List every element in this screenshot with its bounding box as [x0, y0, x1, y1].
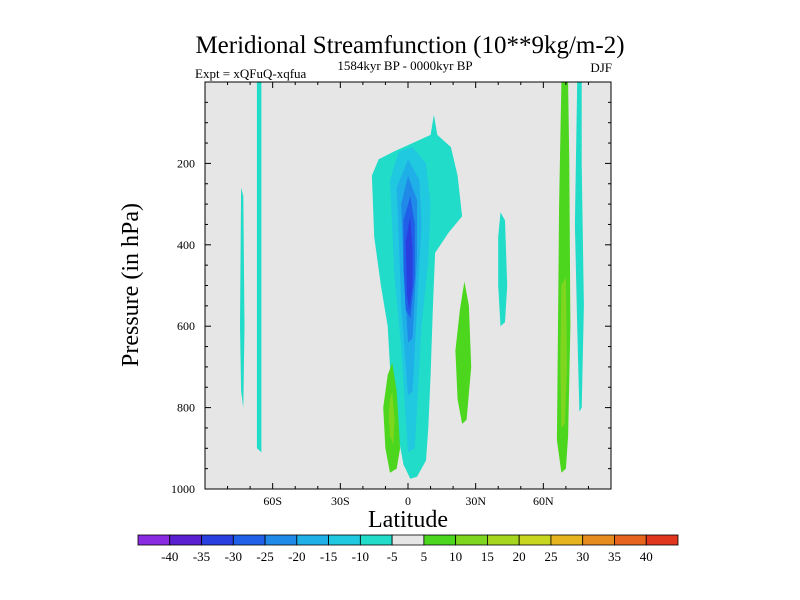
contour-region-13 [556, 82, 571, 473]
colorbar-box [614, 534, 647, 546]
colorbar-label: 15 [481, 549, 494, 564]
colorbar-box [518, 534, 552, 546]
contour-region-1 [240, 187, 245, 408]
colorbar-box [264, 534, 298, 546]
y-tick-label: 800 [177, 401, 195, 415]
contour-region-14 [560, 277, 567, 428]
colorbar-label: -5 [387, 549, 398, 564]
colorbar: -40 -35 -30 -25 -20 -15 -10 -5 5 10 15 20 25 30 35 40 [137, 534, 679, 564]
colorbar-label: -35 [193, 549, 210, 564]
colorbar-label: -10 [352, 549, 369, 564]
contour-region-8 [498, 212, 508, 327]
x-tick-label: 30S [331, 494, 350, 508]
colorbar-box [232, 534, 266, 546]
colorbar-label: 10 [449, 549, 462, 564]
contour-region-7 [405, 216, 413, 310]
x-tick-label: 30N [465, 494, 486, 508]
colorbar-box [201, 534, 234, 546]
colorbar-label: -25 [256, 549, 273, 564]
x-tick-label: 60S [263, 494, 282, 508]
y-axis: 200 400 600 800 1000 [171, 101, 611, 496]
colorbar-label: 30 [576, 549, 589, 564]
colorbar-box [487, 534, 520, 546]
colorbar-label: -40 [161, 549, 178, 564]
colorbar-box [391, 534, 425, 546]
colorbar-box [137, 534, 171, 546]
y-tick-label: 1000 [171, 482, 195, 496]
colorbar-box [423, 534, 457, 546]
y-tick-label: 400 [177, 238, 195, 252]
y-tick-label: 600 [177, 319, 195, 333]
x-tick-label: 60N [533, 494, 554, 508]
colorbar-box [582, 534, 615, 546]
chart-title: Meridional Streamfunction (10**9kg/m-2) [195, 32, 624, 59]
contour-region-9 [574, 82, 584, 412]
colorbar-box [359, 534, 393, 546]
experiment-label: Expt = xQFuQ-xqfua [195, 66, 307, 81]
colorbar-box [645, 534, 679, 546]
contour-regions [240, 82, 584, 479]
colorbar-label: 35 [608, 549, 621, 564]
colorbar-box [169, 534, 202, 546]
y-axis-label: Pressure (in hPa) [118, 203, 144, 367]
x-axis-label: Latitude [368, 507, 448, 533]
colorbar-label: -20 [288, 549, 305, 564]
colorbar-label: -30 [225, 549, 242, 564]
colorbar-label: 25 [544, 549, 557, 564]
colorbar-box [455, 534, 488, 546]
contour-region-12 [455, 281, 472, 424]
y-tick-label: 200 [177, 156, 195, 170]
contour-region-0 [256, 82, 262, 453]
colorbar-label: 5 [421, 549, 428, 564]
colorbar-label: 40 [640, 549, 653, 564]
colorbar-box [550, 534, 584, 546]
x-axis: 60S 30S 0 30N 60N [227, 82, 589, 508]
colorbar-label: 20 [513, 549, 526, 564]
season-label: DJF [590, 60, 612, 75]
x-tick-label: 0 [405, 494, 411, 508]
colorbar-box [296, 534, 329, 546]
colorbar-box [328, 534, 361, 546]
time-range-label: 1584kyr BP - 0000kyr BP [337, 58, 472, 73]
colorbar-label: -15 [320, 549, 337, 564]
contour-region-11 [388, 391, 395, 445]
